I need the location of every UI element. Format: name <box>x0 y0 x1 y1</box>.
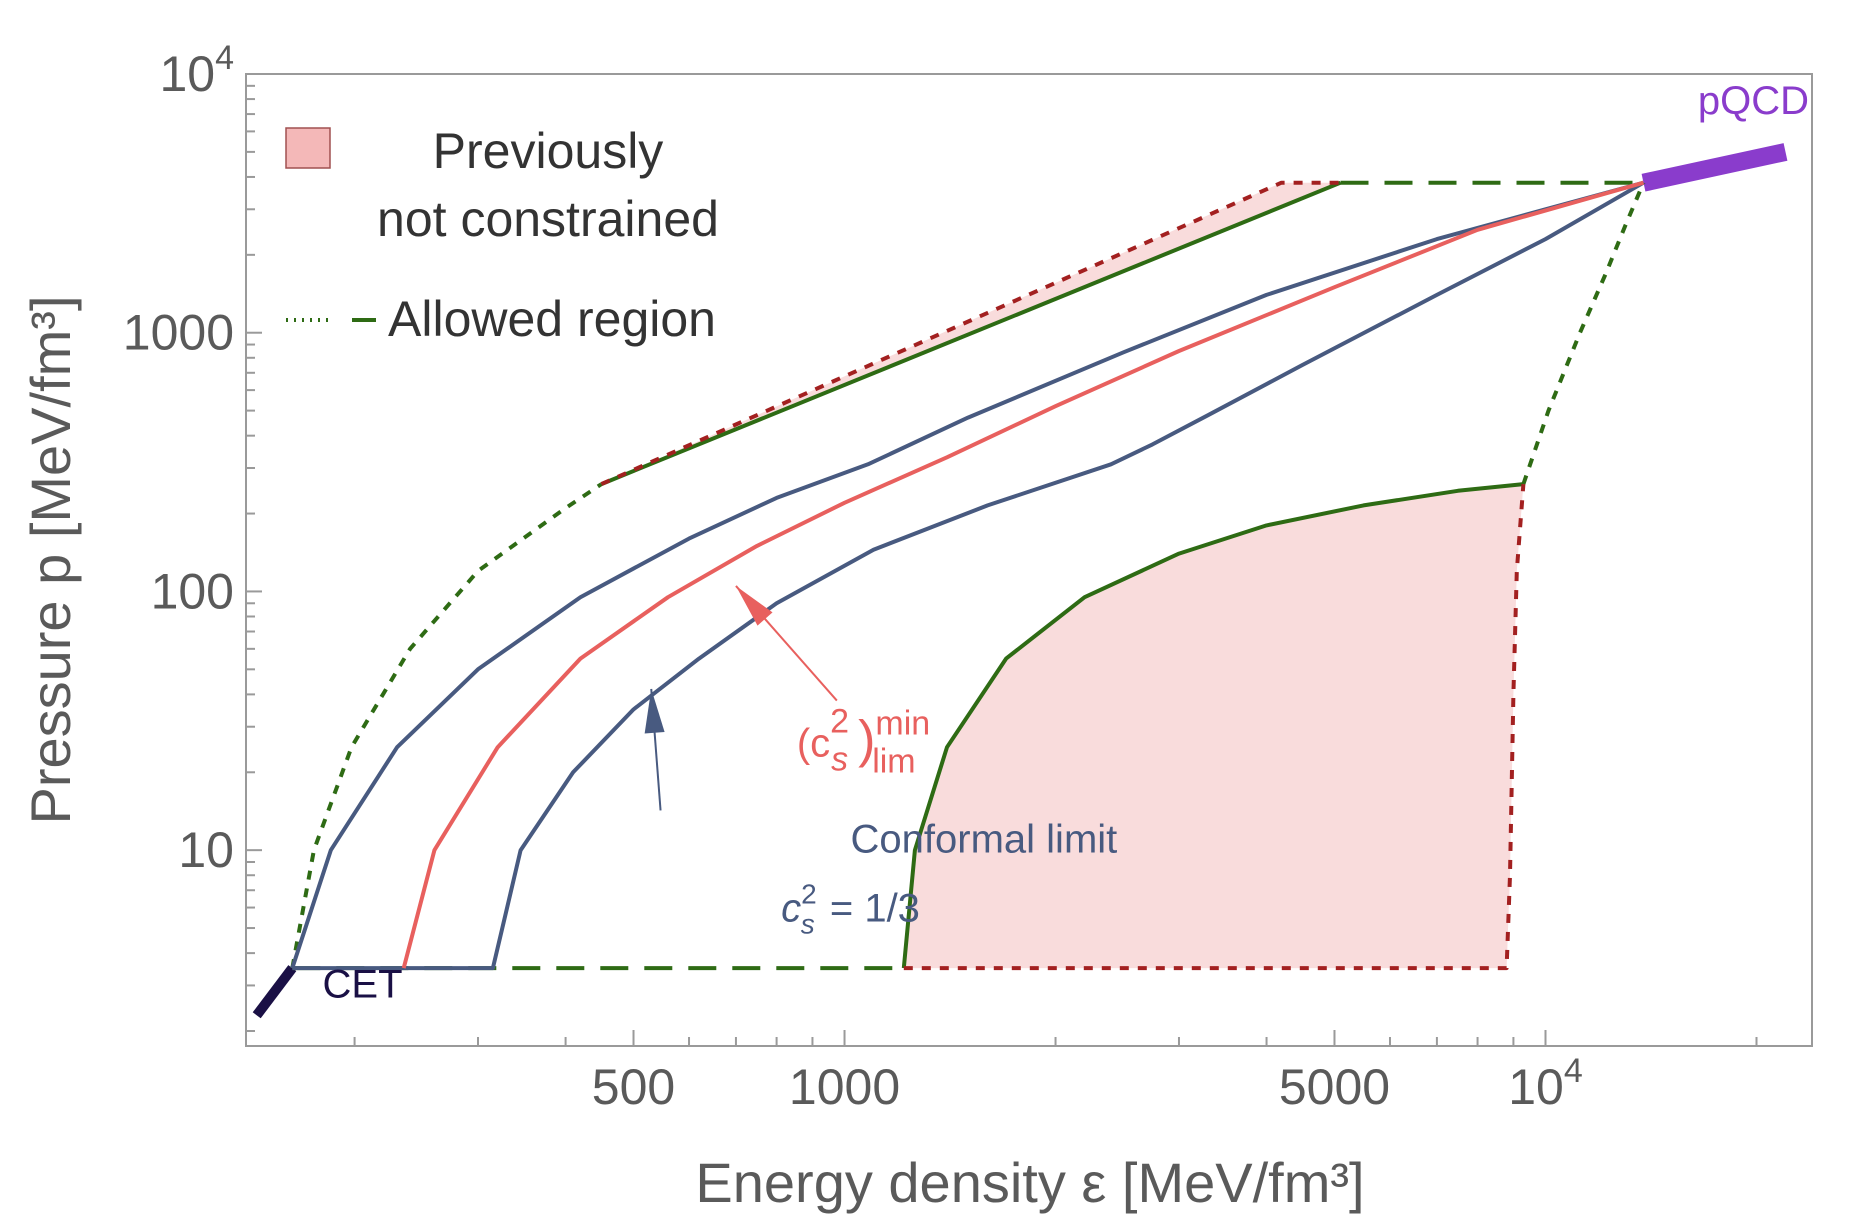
x-tick-label-500: 500 <box>592 1059 675 1115</box>
series-band-1 <box>1641 143 1788 192</box>
legend-label-allowed: Allowed region <box>388 291 716 347</box>
y-tick-label-1000: 1000 <box>123 305 234 361</box>
series-not-constrained-lower-9 <box>903 483 1526 971</box>
y-tick-label-10: 10 <box>178 822 234 878</box>
x-tick-label-10000: 104 <box>1508 1052 1583 1115</box>
series-upper-edge-3 <box>290 482 603 969</box>
series-conformal-11 <box>292 180 1645 971</box>
legend-label-not-constrained-line1: Previously <box>433 123 664 179</box>
annotation-2: Conformal limit <box>851 817 1118 861</box>
x-tick-label-1000: 1000 <box>789 1059 900 1115</box>
legend-label-not-constrained-line2: not constrained <box>377 191 719 247</box>
annotation-1: pQCD <box>1698 79 1809 123</box>
not-constrained-fill-lower <box>903 484 1524 969</box>
annotation-arrow-head-2 <box>644 688 665 734</box>
series-layer <box>252 143 1788 1019</box>
annotation-4: (c2 s)min lim <box>797 703 930 781</box>
series-lower-edge-4 <box>1521 181 1646 485</box>
tick-labels: 500 1000 5000 104 10 100 1000 104 <box>123 39 1583 1115</box>
x-axis-title: Energy density ε [MeV/fm³] <box>695 1151 1364 1214</box>
annotation-0: CET <box>323 962 403 1006</box>
x-tick-label-5000: 5000 <box>1279 1059 1390 1115</box>
legend: Previously not constrained Allowed regio… <box>285 123 719 347</box>
y-axis-title: Pressure p [MeV/fm³] <box>19 295 82 824</box>
y-tick-label-100: 100 <box>151 563 234 619</box>
series-cs2min-12 <box>401 180 1645 969</box>
annotation-3: c2 s = 1/3 <box>781 878 920 939</box>
y-tick-label-10000: 104 <box>159 39 234 102</box>
series-conformal-10 <box>290 180 1645 969</box>
axis-ticks <box>246 73 1758 1046</box>
series-not-constrained-upper-8 <box>600 180 1341 486</box>
series-lower-boundary-7 <box>901 482 1524 969</box>
legend-swatch-not-constrained <box>285 127 331 169</box>
plot-frame <box>245 73 1813 1047</box>
annotation-arrow-head-4 <box>735 585 773 626</box>
series-band-0 <box>252 965 297 1019</box>
series-upper-boundary-5 <box>600 180 1342 486</box>
annotations: CET pQCD Conformal limit c2 s = 1/3 (c2 s)min l… <box>323 79 1810 1006</box>
